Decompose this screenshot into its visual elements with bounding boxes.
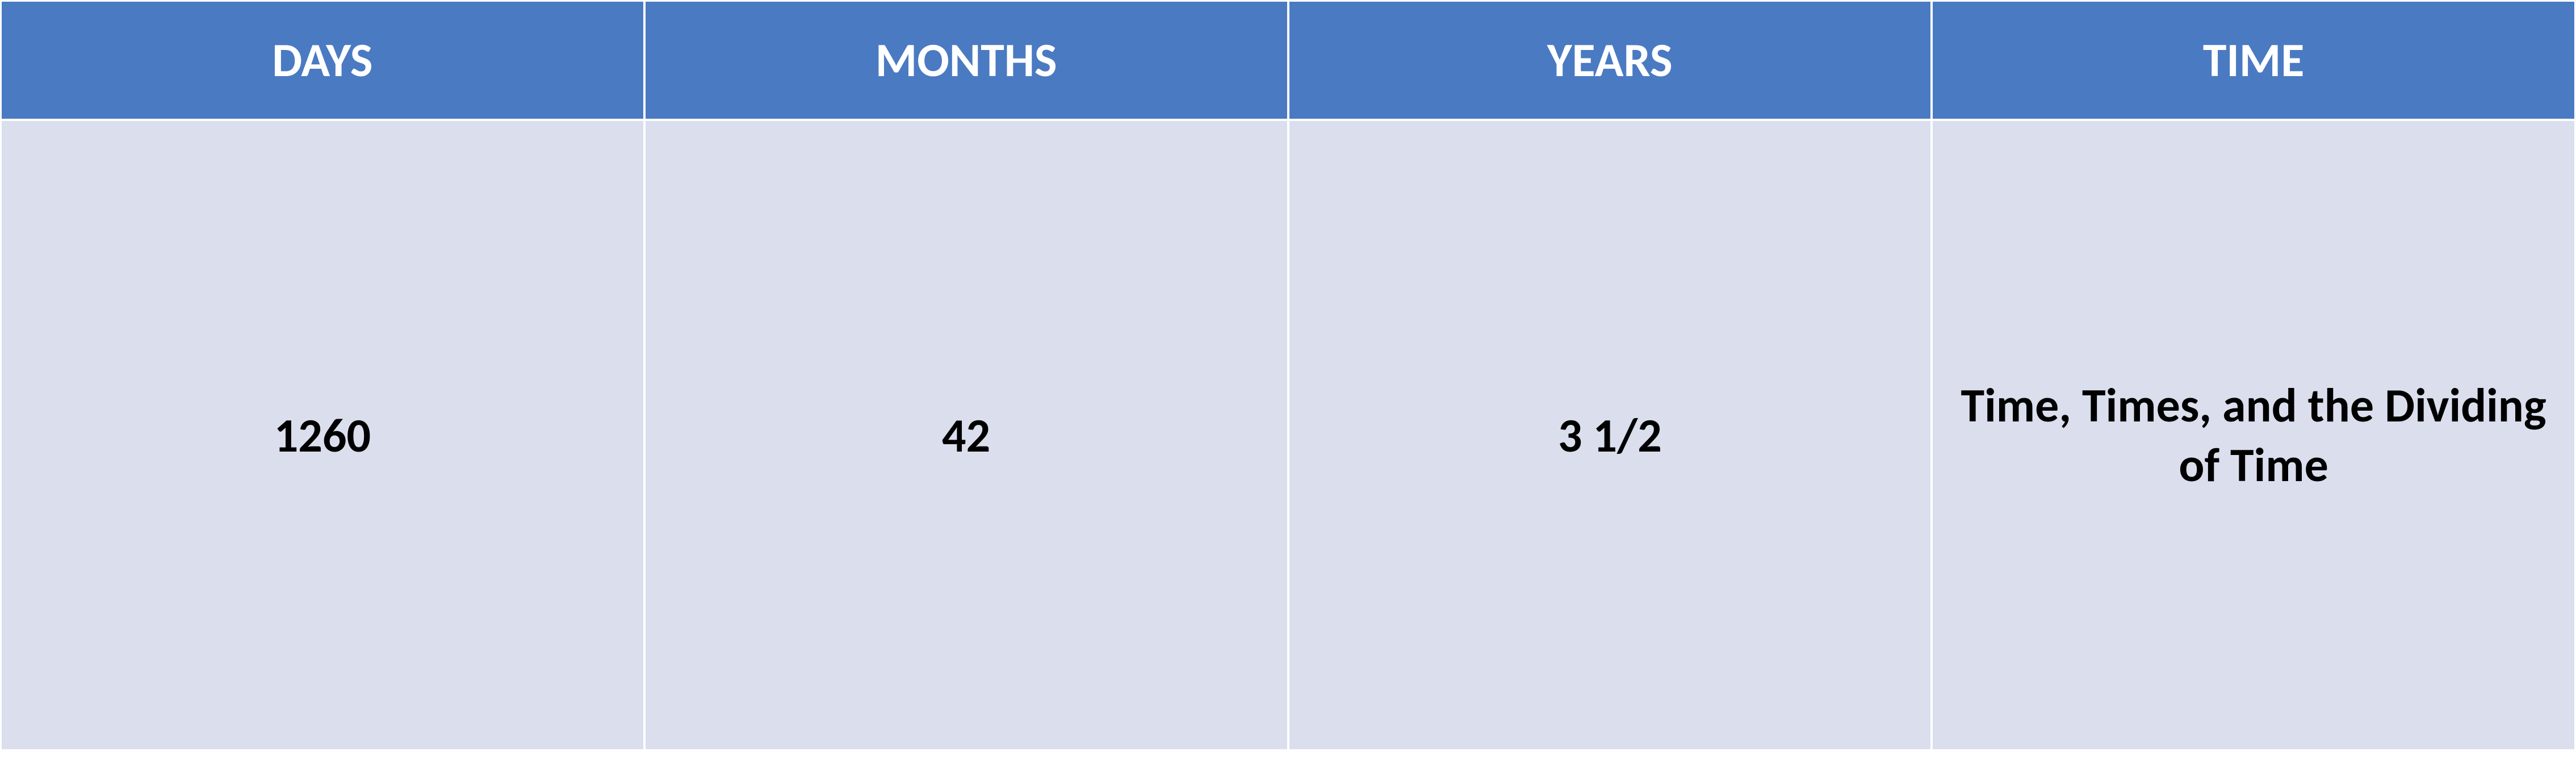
col-header-years: YEARS (1288, 1, 1932, 120)
col-header-days-label: DAYS (272, 33, 372, 88)
col-header-time: TIME (1932, 1, 2575, 120)
table-row: 1260 42 3 1/2 Time, Times, and the Divid… (1, 120, 2575, 750)
table-header-row: DAYS MONTHS YEARS TIME (1, 1, 2575, 120)
col-header-time-label: TIME (2203, 33, 2304, 88)
cell-days-value: 1260 (274, 406, 371, 465)
prophetic-time-table: DAYS MONTHS YEARS TIME 1260 42 3 1/2 Tim… (0, 0, 2576, 751)
col-header-months: MONTHS (644, 1, 1288, 120)
cell-months-value: 42 (942, 406, 990, 465)
col-header-days: DAYS (1, 1, 644, 120)
cell-time-value: Time, Times, and the Dividing of Time (1949, 375, 2558, 495)
col-header-years-label: YEARS (1547, 33, 1673, 88)
cell-days: 1260 (1, 120, 644, 750)
cell-years-value: 3 1/2 (1558, 406, 1662, 465)
col-header-months-label: MONTHS (876, 33, 1057, 88)
cell-time: Time, Times, and the Dividing of Time (1932, 120, 2575, 750)
cell-years: 3 1/2 (1288, 120, 1932, 750)
cell-months: 42 (644, 120, 1288, 750)
